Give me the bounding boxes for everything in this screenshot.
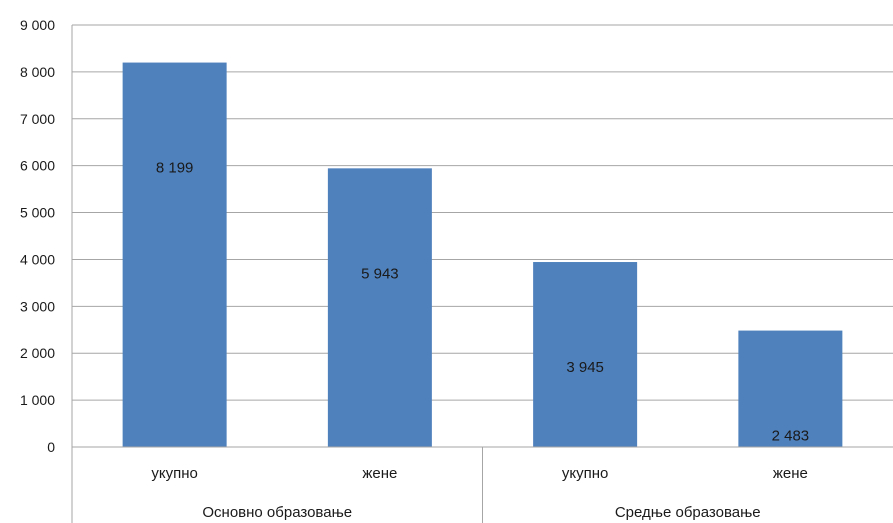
y-tick-label: 4 000 [20, 251, 55, 267]
y-tick-label: 6 000 [20, 158, 55, 174]
group-label: Основно образовање [202, 504, 352, 521]
y-tick-label: 9 000 [20, 17, 55, 33]
category-label: жене [773, 465, 808, 482]
y-tick-label: 3 000 [20, 298, 55, 314]
x-category-labels: укупно жене укупно жене Основно образовање Ср… [151, 465, 808, 521]
bar [327, 168, 432, 447]
y-tick-label: 0 [47, 439, 55, 455]
group-label: Средње образовање [615, 504, 761, 521]
category-label: жене [362, 465, 397, 482]
data-labels: 8 199 5 943 3 945 2 483 [156, 160, 809, 445]
y-tick-labels: 0 1 000 2 000 3 000 4 000 5 000 6 000 7 000 8 00… [20, 17, 55, 455]
bar [533, 262, 638, 447]
category-label: укупно [562, 465, 608, 482]
y-tick-label: 7 000 [20, 111, 55, 127]
y-tick-label: 1 000 [20, 392, 55, 408]
axes [71, 25, 893, 523]
data-label: 2 483 [772, 428, 810, 445]
y-tick-label: 8 000 [20, 64, 55, 80]
data-label: 5 943 [361, 265, 399, 282]
bar [738, 330, 843, 447]
data-label: 3 945 [566, 359, 604, 376]
y-tick-label: 5 000 [20, 205, 55, 221]
bars [122, 62, 843, 448]
category-label: укупно [151, 465, 197, 482]
data-label: 8 199 [156, 160, 194, 177]
bar [122, 62, 227, 448]
y-tick-label: 2 000 [20, 345, 55, 361]
